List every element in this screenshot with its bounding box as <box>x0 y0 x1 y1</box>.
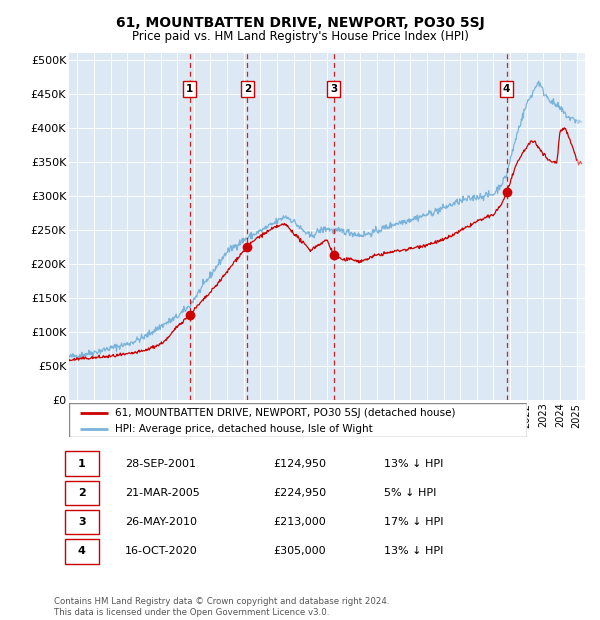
FancyBboxPatch shape <box>65 510 99 534</box>
Text: 61, MOUNTBATTEN DRIVE, NEWPORT, PO30 5SJ: 61, MOUNTBATTEN DRIVE, NEWPORT, PO30 5SJ <box>116 16 484 30</box>
FancyBboxPatch shape <box>65 480 99 505</box>
Text: Contains HM Land Registry data © Crown copyright and database right 2024.
This d: Contains HM Land Registry data © Crown c… <box>54 598 389 617</box>
FancyBboxPatch shape <box>65 539 99 564</box>
Text: 28-SEP-2001: 28-SEP-2001 <box>125 459 196 469</box>
Text: 5% ↓ HPI: 5% ↓ HPI <box>384 488 436 498</box>
Text: HPI: Average price, detached house, Isle of Wight: HPI: Average price, detached house, Isle… <box>115 423 373 433</box>
Text: 3: 3 <box>330 84 337 94</box>
Text: 2: 2 <box>244 84 251 94</box>
Text: 4: 4 <box>78 546 86 556</box>
Text: £124,950: £124,950 <box>273 459 326 469</box>
Text: 13% ↓ HPI: 13% ↓ HPI <box>384 459 443 469</box>
Text: 1: 1 <box>78 459 86 469</box>
Text: £213,000: £213,000 <box>273 517 326 527</box>
FancyBboxPatch shape <box>65 451 99 476</box>
Text: Price paid vs. HM Land Registry's House Price Index (HPI): Price paid vs. HM Land Registry's House … <box>131 30 469 43</box>
Text: 2: 2 <box>78 488 86 498</box>
Text: £224,950: £224,950 <box>273 488 326 498</box>
Text: 21-MAR-2005: 21-MAR-2005 <box>125 488 200 498</box>
Text: 4: 4 <box>503 84 510 94</box>
Text: 61, MOUNTBATTEN DRIVE, NEWPORT, PO30 5SJ (detached house): 61, MOUNTBATTEN DRIVE, NEWPORT, PO30 5SJ… <box>115 407 455 417</box>
Text: 17% ↓ HPI: 17% ↓ HPI <box>384 517 443 527</box>
Text: 16-OCT-2020: 16-OCT-2020 <box>125 546 198 556</box>
Text: 13% ↓ HPI: 13% ↓ HPI <box>384 546 443 556</box>
Text: 26-MAY-2010: 26-MAY-2010 <box>125 517 197 527</box>
Text: 1: 1 <box>186 84 193 94</box>
Text: 3: 3 <box>78 517 86 527</box>
Text: £305,000: £305,000 <box>273 546 326 556</box>
